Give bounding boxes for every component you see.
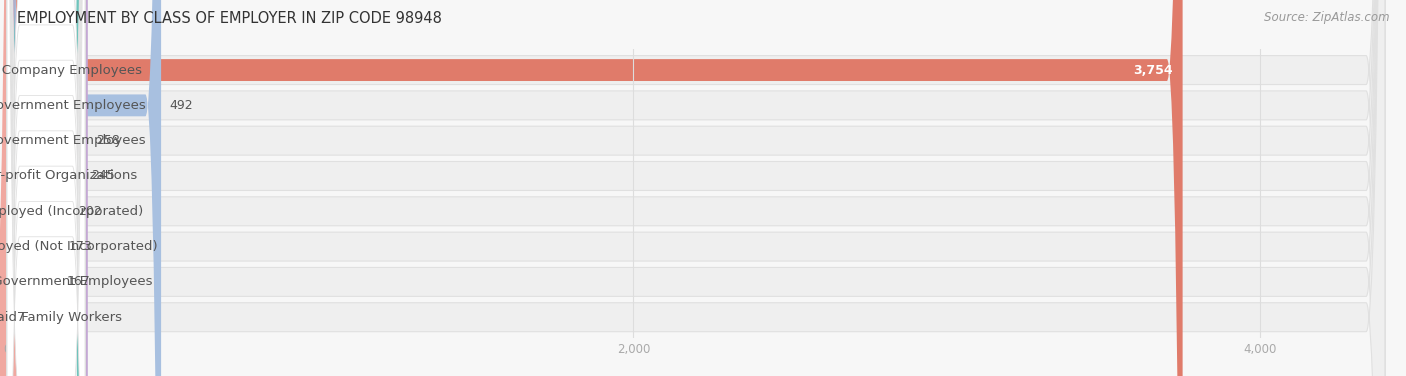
Text: 173: 173 [69,240,93,253]
Text: 3,754: 3,754 [1133,64,1173,77]
Text: State Government Employees: State Government Employees [0,134,146,147]
FancyBboxPatch shape [7,0,84,376]
Text: 245: 245 [91,170,115,182]
FancyBboxPatch shape [7,0,162,376]
Text: Unpaid Family Workers: Unpaid Family Workers [0,311,122,324]
Text: EMPLOYMENT BY CLASS OF EMPLOYER IN ZIP CODE 98948: EMPLOYMENT BY CLASS OF EMPLOYER IN ZIP C… [17,11,441,26]
FancyBboxPatch shape [7,0,87,376]
Text: Federal Government Employees: Federal Government Employees [0,275,153,288]
FancyBboxPatch shape [7,0,84,376]
FancyBboxPatch shape [7,0,62,376]
Text: 167: 167 [67,275,91,288]
FancyBboxPatch shape [7,0,84,376]
Text: Local Government Employees: Local Government Employees [0,99,145,112]
FancyBboxPatch shape [7,0,1385,376]
Text: 7: 7 [17,311,25,324]
FancyBboxPatch shape [0,0,22,376]
FancyBboxPatch shape [7,0,1385,376]
Text: 258: 258 [96,134,120,147]
FancyBboxPatch shape [7,0,59,376]
Text: 202: 202 [79,205,101,218]
FancyBboxPatch shape [7,0,1385,376]
FancyBboxPatch shape [7,0,84,376]
FancyBboxPatch shape [7,0,84,376]
FancyBboxPatch shape [7,0,1385,376]
Text: Private Company Employees: Private Company Employees [0,64,142,77]
Text: 492: 492 [169,99,193,112]
FancyBboxPatch shape [7,0,1385,376]
FancyBboxPatch shape [7,0,84,376]
FancyBboxPatch shape [7,0,70,376]
Text: Source: ZipAtlas.com: Source: ZipAtlas.com [1264,11,1389,24]
Text: Self-Employed (Incorporated): Self-Employed (Incorporated) [0,205,143,218]
FancyBboxPatch shape [7,0,1182,376]
Text: Not-for-profit Organizations: Not-for-profit Organizations [0,170,138,182]
FancyBboxPatch shape [7,0,84,376]
FancyBboxPatch shape [7,0,84,376]
Text: Self-Employed (Not Incorporated): Self-Employed (Not Incorporated) [0,240,157,253]
FancyBboxPatch shape [7,0,1385,376]
FancyBboxPatch shape [7,0,1385,376]
FancyBboxPatch shape [7,0,84,376]
FancyBboxPatch shape [7,0,1385,376]
